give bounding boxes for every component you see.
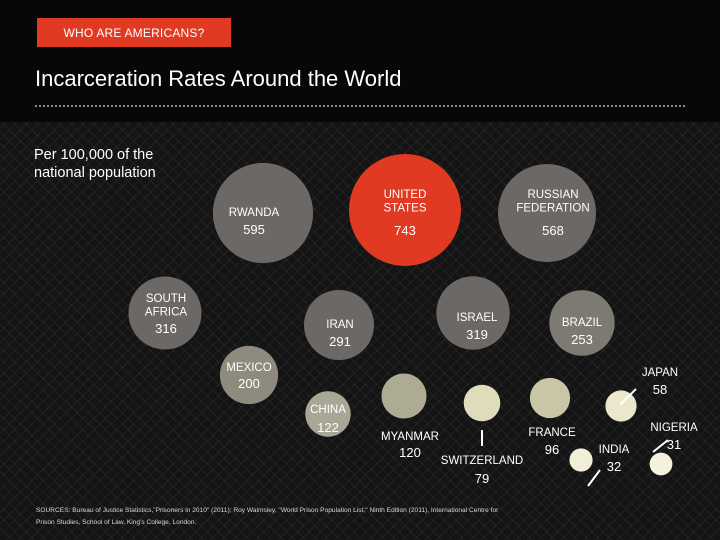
country-label-switzerland: SWITZERLAND [441, 455, 523, 467]
value-label-israel: 319 [466, 327, 488, 342]
bubble-brazil: BRAZIL 253 [549, 290, 615, 356]
country-label-iran: IRAN [326, 319, 353, 331]
bubble-nigeria: NIGERIA 31 [649, 422, 698, 476]
bubble-mark-france [529, 377, 571, 419]
value-label-mexico: 200 [238, 376, 260, 391]
country-label-brazil: BRAZIL [562, 317, 603, 329]
bubble-mark-india [569, 448, 593, 472]
value-label-brazil: 253 [571, 332, 593, 347]
bubble-mark-mexico [219, 345, 279, 405]
bubble-mark-iran [304, 290, 374, 360]
country-label-france: FRANCE [528, 427, 576, 439]
bubble-mark-switzerland [463, 384, 501, 422]
bubble-israel: ISRAEL 319 [436, 276, 510, 350]
value-label-myanmar: 120 [399, 445, 421, 460]
sources-footnote: SOURCES: Bureau of Justice Statistics,"P… [36, 507, 499, 526]
bubble-iran: IRAN 291 [304, 290, 374, 360]
bubble-china: CHINA 122 [305, 391, 351, 437]
bubble-switzerland: SWITZERLAND 79 [441, 384, 523, 486]
bubble-india: INDIA 32 [569, 444, 630, 487]
bubble-rwanda: RWANDA 595 [212, 162, 314, 264]
value-label-france: 96 [545, 442, 559, 457]
bubble-mark-israel [436, 276, 510, 350]
bubble-mexico: MEXICO 200 [219, 345, 279, 405]
bubble-mark-china [305, 391, 351, 437]
bubble-myanmar: MYANMAR 120 [381, 373, 439, 460]
bubble-russian-federation: RUSSIAN FEDERATION 568 [498, 164, 596, 262]
country-label-united-states: UNITED STATES [383, 189, 426, 215]
value-label-switzerland: 79 [475, 471, 489, 486]
country-label-myanmar: MYANMAR [381, 431, 439, 443]
value-label-japan: 58 [653, 382, 667, 397]
bubble-mark-south-africa [128, 276, 202, 350]
value-label-united-states: 743 [394, 223, 416, 238]
leader-line-india [587, 469, 601, 487]
page-title: Incarceration Rates Around the World [35, 66, 402, 91]
value-label-iran: 291 [329, 334, 351, 349]
value-label-nigeria: 31 [667, 437, 681, 452]
value-label-india: 32 [607, 459, 621, 474]
bubble-france: FRANCE 96 [528, 377, 576, 457]
country-label-israel: ISRAEL [457, 312, 499, 324]
country-label-india: INDIA [599, 444, 630, 456]
bubble-mark-nigeria [649, 452, 673, 476]
value-label-south-africa: 316 [155, 321, 177, 336]
bubble-mark-united-states [349, 154, 461, 266]
chart-subtitle: Per 100,000 of the national population [34, 147, 156, 181]
country-label-mexico: MEXICO [226, 362, 271, 374]
title-divider [35, 105, 685, 107]
value-label-russian-federation: 568 [542, 223, 564, 238]
bubble-mark-rwanda [212, 162, 314, 264]
bubble-mark-japan [605, 390, 637, 422]
bubble-south-africa: SOUTH AFRICA 316 [128, 276, 202, 350]
section-tab: WHO ARE AMERICANS? [37, 18, 231, 47]
country-label-japan: JAPAN [642, 367, 678, 379]
country-label-nigeria: NIGERIA [650, 422, 698, 434]
country-label-south-africa: SOUTH AFRICA [145, 293, 188, 319]
value-label-china: 122 [317, 420, 339, 435]
leader-line-japan [619, 388, 637, 406]
bubble-japan: JAPAN 58 [605, 367, 678, 422]
country-label-russian-federation: RUSSIAN FEDERATION [516, 189, 589, 215]
country-label-china: CHINA [310, 404, 346, 416]
bubble-mark-russian-federation [498, 164, 596, 262]
bubble-united-states: UNITED STATES 743 [349, 154, 461, 266]
leader-line-nigeria [652, 439, 669, 453]
value-label-rwanda: 595 [243, 222, 265, 237]
bubble-mark-myanmar [381, 373, 427, 419]
country-label-rwanda: RWANDA [229, 207, 280, 219]
bubble-mark-brazil [549, 290, 615, 356]
